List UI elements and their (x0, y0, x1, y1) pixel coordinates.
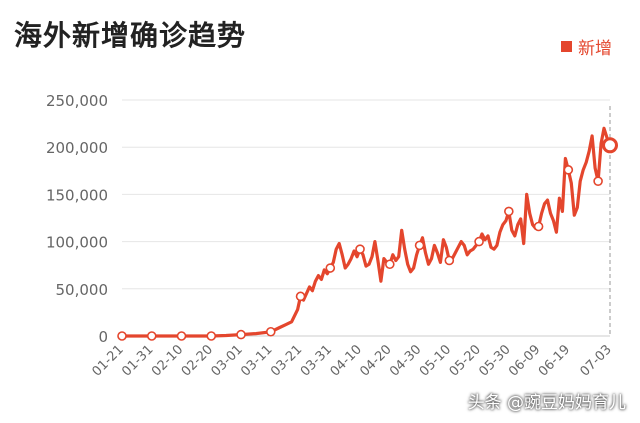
data-point-marker (563, 165, 574, 175)
data-point-marker (414, 240, 425, 251)
data-point-marker (206, 331, 217, 341)
x-tick-label: 06-09 (506, 342, 543, 379)
data-point-marker (355, 244, 365, 254)
x-tick-label: 04-30 (387, 342, 424, 379)
x-tick-label: 03-11 (238, 342, 275, 379)
legend-swatch (561, 41, 572, 52)
data-point-marker (444, 255, 455, 266)
chart-title: 海外新增确诊趋势 (14, 19, 247, 52)
x-tick-label: 06-19 (536, 342, 573, 379)
data-point-marker (117, 331, 127, 341)
x-tick-label: 05-30 (476, 342, 513, 379)
x-tick-label: 05-20 (447, 342, 484, 379)
x-tick-label: 02-20 (179, 342, 216, 379)
data-point-marker (295, 291, 306, 302)
y-tick-label: 250,000 (46, 92, 108, 110)
data-point-marker (474, 236, 484, 247)
data-point-marker (146, 331, 157, 341)
data-point-marker (236, 329, 246, 340)
x-tick-label: 01-31 (119, 342, 156, 379)
y-tick-label: 0 (98, 328, 108, 346)
data-point-marker (176, 331, 187, 341)
x-tick-label: 04-20 (357, 342, 394, 379)
watermark: 头条 @豌豆妈妈育儿 (467, 393, 626, 413)
x-tick-label: 02-10 (149, 342, 186, 379)
legend[interactable]: 新增 (561, 34, 612, 59)
data-point-marker (325, 263, 336, 273)
data-point-marker (504, 206, 514, 217)
x-tick-label: 03-21 (268, 342, 305, 379)
x-tick-label: 05-10 (417, 342, 454, 379)
legend-label: 新增 (578, 39, 612, 59)
data-point-marker (385, 259, 395, 270)
y-tick-label: 50,000 (56, 281, 109, 299)
x-tick-label: 01-21 (90, 342, 127, 379)
data-point-marker (593, 176, 603, 186)
y-tick-label: 150,000 (46, 186, 108, 204)
x-tick-label: 07-03 (578, 342, 615, 379)
data-point-marker (602, 137, 618, 154)
series-line-new-cases (120, 126, 612, 338)
y-tick-label: 100,000 (46, 234, 108, 252)
y-tick-label: 200,000 (46, 139, 108, 157)
x-tick-label: 03-31 (298, 342, 335, 379)
data-point-marker (265, 326, 276, 337)
x-tick-label: 04-10 (328, 342, 365, 379)
data-point-marker (533, 221, 544, 232)
x-tick-label: 03-01 (209, 342, 246, 379)
